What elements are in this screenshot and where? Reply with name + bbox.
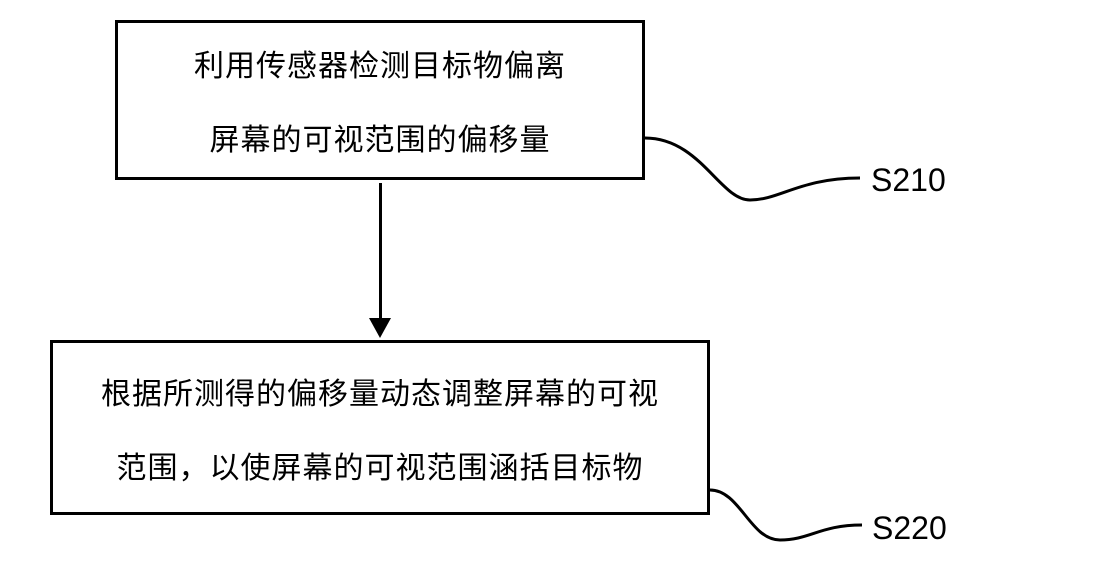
step-label-s220: S220 <box>872 510 947 547</box>
step-label-s210: S210 <box>871 162 946 199</box>
connector-curve-2 <box>0 0 1101 579</box>
